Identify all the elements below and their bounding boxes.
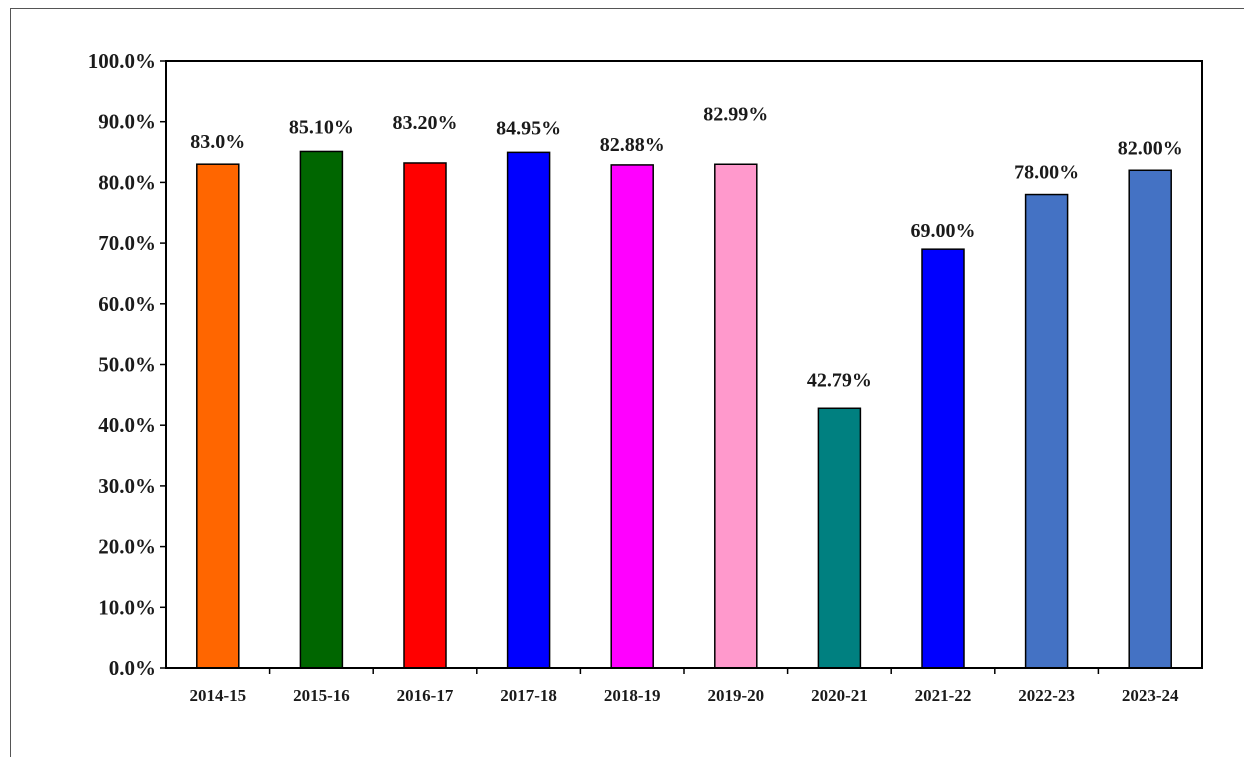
- bar-2018-19: [610, 164, 654, 669]
- bar-2021-22: [921, 248, 965, 669]
- data-label-2023-24: 82.00%: [1118, 137, 1183, 159]
- y-axis-ticks: 0.0% 10.0% 20.0% 30.0% 40.0% 50.0% 60.0% 70.0% 8…: [88, 49, 166, 680]
- data-label-2020-21: 42.79%: [807, 369, 872, 391]
- x-tick-label: 2018-19: [604, 686, 661, 705]
- x-tick-label: 2021-22: [915, 686, 972, 705]
- data-label-2017-18: 84.95%: [496, 117, 561, 139]
- y-tick-label: 10.0%: [98, 595, 156, 619]
- x-tick-label: 2017-18: [500, 686, 557, 705]
- y-tick-label: 20.0%: [98, 535, 156, 559]
- y-tick-label: 70.0%: [98, 231, 156, 255]
- data-labels: 83.0% 85.10% 83.20% 84.95% 82.88% 82.99% 42.79…: [190, 103, 1182, 391]
- data-label-2014-15: 83.0%: [190, 131, 245, 153]
- bar-2015-16: [299, 150, 344, 669]
- y-tick-label: 90.0%: [98, 110, 156, 134]
- x-tick-label: 2015-16: [293, 686, 350, 705]
- bar-2014-15: [196, 163, 240, 669]
- chart-frame: [10, 8, 1244, 757]
- bar-2020-21: [817, 407, 862, 669]
- bar-2022-23: [1024, 193, 1069, 669]
- x-tick-label: 2022-23: [1018, 686, 1075, 705]
- data-label-2016-17: 83.20%: [393, 112, 458, 134]
- x-tick-label: 2016-17: [397, 686, 454, 705]
- bar-2016-17: [403, 162, 447, 669]
- x-tick-label: 2023-24: [1122, 686, 1179, 705]
- y-tick-label: 80.0%: [98, 170, 156, 194]
- y-tick-label: 40.0%: [98, 413, 156, 437]
- bar-2017-18: [506, 151, 551, 669]
- plot-area: [165, 60, 1203, 669]
- x-tick-label: 2014-15: [189, 686, 246, 705]
- y-tick-label: 100.0%: [88, 49, 156, 73]
- data-label-2022-23: 78.00%: [1014, 162, 1079, 184]
- data-label-2015-16: 85.10%: [289, 116, 354, 138]
- y-tick-label: 0.0%: [109, 656, 156, 680]
- x-tick-label: 2020-21: [811, 686, 868, 705]
- y-tick-label: 30.0%: [98, 474, 156, 498]
- bar-2019-20: [714, 163, 758, 669]
- bar-2023-24: [1128, 169, 1172, 669]
- data-label-2021-22: 69.00%: [911, 220, 976, 242]
- x-axis-ticks: 2014-15 2015-16 2016-17 2017-18 2018-19 2019-…: [189, 668, 1179, 705]
- x-tick-label: 2019-20: [707, 686, 764, 705]
- data-label-2018-19: 82.88%: [600, 134, 665, 156]
- data-label-2019-20: 82.99%: [703, 103, 768, 125]
- y-tick-label: 50.0%: [98, 353, 156, 377]
- y-tick-label: 60.0%: [98, 292, 156, 316]
- bars: [196, 150, 1172, 669]
